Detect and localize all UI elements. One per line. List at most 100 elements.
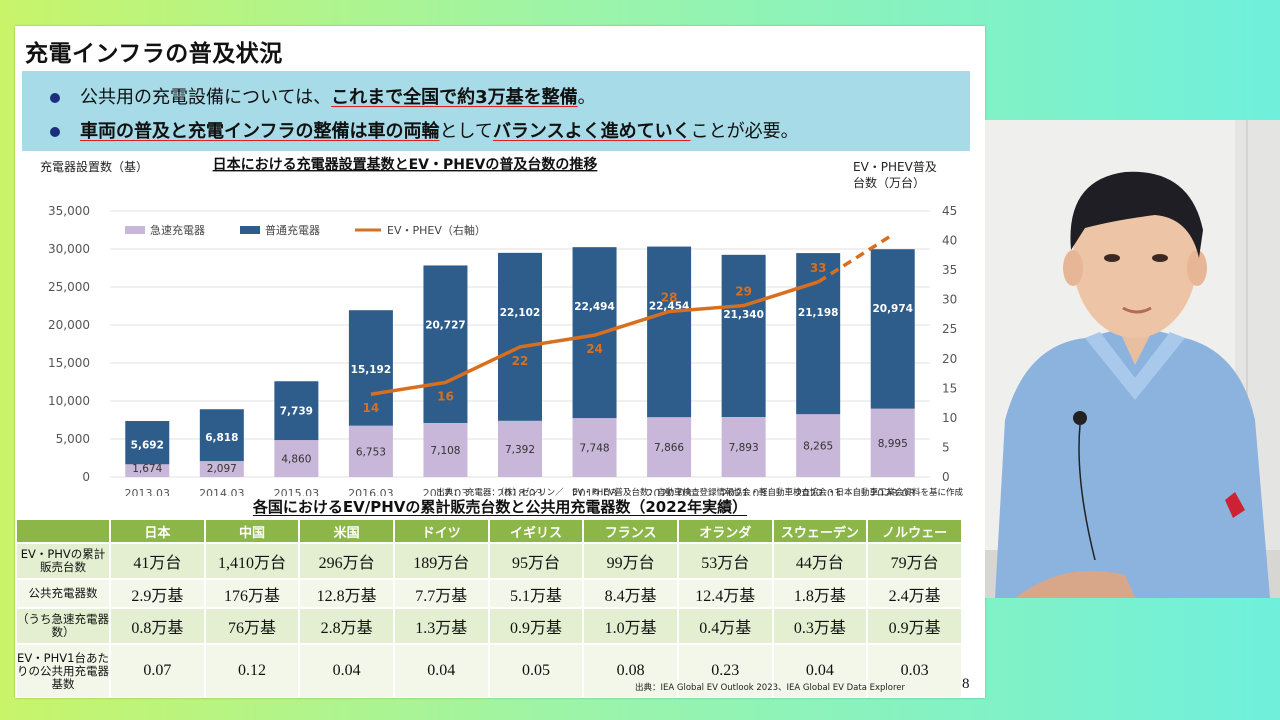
table-cell: 76万基 [205,609,299,643]
bar-normal-charger [721,254,766,418]
bar-normal-charger [572,247,617,419]
legend-swatch [125,226,145,234]
table-cell: 2.8万基 [300,609,393,643]
bar-rapid-charger [647,417,692,477]
x-tick-label: 2020.03 [646,487,692,496]
ev-point-label: 29 [735,285,752,299]
table-cell: 189万台 [394,544,488,578]
y-tick-left: 15,000 [48,356,90,370]
bar-rapid-charger [348,425,393,477]
table-title: 各国におけるEV/PHVの累計販売台数と公共用充電器数（2022年実績） [252,498,748,516]
ev-point-label: 24 [586,342,603,356]
table-cell: 2.4万基 [868,580,961,607]
y-tick-left: 30,000 [48,242,90,256]
bar-label-normal: 21,198 [798,307,839,319]
bar-rapid-charger [721,417,766,477]
x-tick-label: 2016.03 [348,487,394,496]
table-cell: 0.03 [868,645,961,697]
column-header: ノルウェー [868,520,961,542]
legend-label: 急速充電器 [150,223,205,237]
bullet-1: 公共用の充電設備については、これまで全国で約3万基を整備。 [50,83,596,109]
table-cell: 1.3万基 [394,609,488,643]
table-cell: 0.23 [678,645,772,697]
y-tick-right: 45 [942,204,957,218]
bar-normal-charger [274,381,319,441]
bullet-2: 車両の普及と充電インフラの整備は車の両輪としてバランスよく進めていくことが必要。 [50,117,799,143]
table-cell: 0.04 [773,645,867,697]
column-header: 日本 [111,520,204,542]
ev-point-label: 22 [512,354,529,368]
bullet-1-end: 。 [577,87,596,108]
y-tick-right: 35 [942,263,957,277]
y-axis-label-right-line1: EV・PHEV普及 [853,160,937,174]
y-tick-left: 20,000 [48,318,90,332]
table-cell: 296万台 [300,544,393,578]
bar-normal-charger [870,249,915,409]
slide: 充電インフラの普及状況 公共用の充電設備については、これまで全国で約3万基を整備… [15,26,985,698]
bar-label-rapid: 8,265 [803,441,833,453]
table-row: EV・PHV1台あたりの公共用充電器基数 0.07 0.12 0.04 0.04 0.05… [17,645,961,697]
bar-rapid-charger [870,408,915,477]
row-label: 公共充電器数 [17,580,109,607]
column-header: イギリス [489,520,583,542]
bullet-1-text: 公共用の充電設備については、 [80,87,332,108]
x-tick-label: 2017.03 [423,487,469,496]
x-tick-label: 2019.03 [572,487,618,496]
chart-source: 出典： 充電器：（株）ゼンリン／ EV・PHEV普及台数：自動車検査登録情報協会… [436,487,963,496]
table-cell: 176万基 [205,580,299,607]
table-row: EV・PHVの累計販売台数 41万台 1,410万台 296万台 189万台 95万台 99… [17,544,961,578]
bar-label-normal: 6,818 [205,432,238,444]
table-cell: 1.8万基 [773,580,867,607]
bar-normal-charger [348,310,393,426]
table-cell: 8.4万基 [584,580,677,607]
bar-label-normal: 21,340 [723,309,764,321]
country-table: 日本 中国 米国 ドイツ イギリス フランス オランダ スウェーデン ノルウェー EV・PHVの… [15,518,963,699]
x-tick-label: 2014.03 [199,487,245,496]
x-tick-label: 2013.03 [125,487,171,496]
presenter-webcam [985,120,1280,598]
table-cell: 0.8万基 [111,609,204,643]
ev-point-label: 33 [810,261,827,275]
bar-label-rapid: 8,995 [878,438,908,450]
bar-rapid-charger [125,464,170,477]
table-row: 公共充電器数 2.9万基 176万基 12.8万基 7.7万基 5.1万基 8.4万基 12.… [17,580,961,607]
bar-label-normal: 15,192 [351,364,392,376]
bar-label-rapid: 7,392 [505,444,535,456]
bar-label-rapid: 7,108 [430,445,460,457]
bar-label-normal: 20,727 [425,319,466,331]
bullet-2-emphasis-1: 車両の普及と充電インフラの整備は車の両輪 [80,121,440,142]
bar-normal-charger [423,265,468,423]
bar-label-rapid: 1,674 [132,463,162,475]
bar-rapid-charger [274,440,319,477]
column-header: フランス [584,520,677,542]
presenter-image [985,120,1280,598]
table-cell: 7.7万基 [394,580,488,607]
bar-label-normal: 7,739 [280,406,313,418]
table-corner [17,520,109,542]
bar-label-rapid: 7,866 [654,442,684,454]
y-tick-right: 40 [942,234,957,248]
column-header: オランダ [678,520,772,542]
row-label: EV・PHV1台あたりの公共用充電器基数 [17,645,109,697]
x-tick-label: 2021.03 [721,487,767,496]
bar-normal-charger [647,246,692,418]
y-tick-right: 30 [942,293,957,307]
table-cell: 0.07 [111,645,204,697]
table-cell: 0.4万基 [678,609,772,643]
table-cell: 0.08 [584,645,677,697]
y-tick-right: 15 [942,381,957,395]
bullet-1-emphasis: これまで全国で約3万基を整備 [331,87,578,108]
y-tick-right: 10 [942,411,957,425]
bar-rapid-charger [423,422,468,477]
y-tick-left: 0 [82,470,90,484]
table-cell: 41万台 [111,544,204,578]
bar-label-rapid: 4,860 [281,454,311,466]
table-cell: 0.12 [205,645,299,697]
table-cell: 1.0万基 [584,609,677,643]
y-tick-left: 10,000 [48,394,90,408]
bar-label-rapid: 7,748 [580,443,610,455]
bullet-2-text: として [439,121,493,142]
column-header: ドイツ [394,520,488,542]
table-cell: 12.8万基 [300,580,393,607]
x-tick-label: 2022.03 [795,487,841,496]
